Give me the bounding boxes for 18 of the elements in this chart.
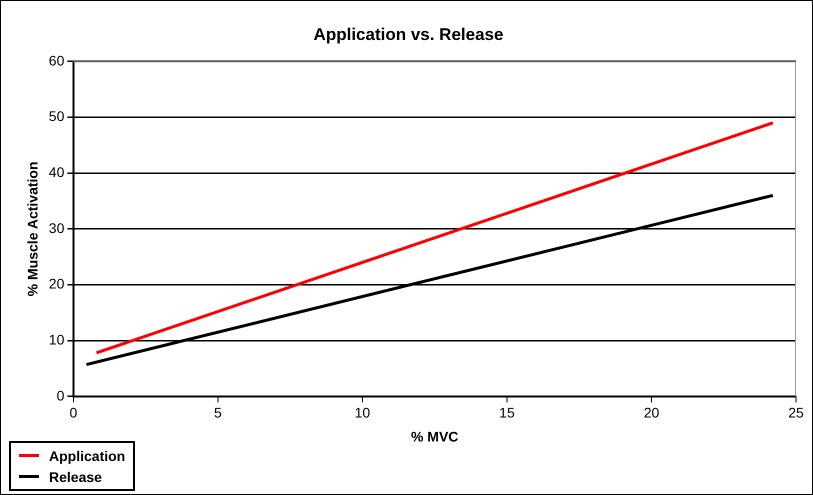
legend-label: Application [49,448,126,464]
y-tick-label: 20 [48,276,65,292]
y-axis-title: % Muscle Activation [24,161,40,296]
x-tick-label: 20 [644,404,660,421]
x-tick-label: 15 [499,404,515,421]
x-tick-label: 0 [69,404,78,421]
y-tick-label: 60 [48,52,65,68]
y-tick-label: 0 [56,387,65,404]
chart-title: Application vs. Release [314,24,504,44]
y-tick-label: 40 [48,164,65,180]
y-tick-label: 50 [48,108,65,124]
y-tick-label: 30 [48,220,65,236]
y-tick-label: 10 [48,331,65,348]
x-tick-label: 10 [354,404,370,421]
x-tick-label: 25 [788,404,804,421]
x-tick-label: 5 [214,404,222,421]
legend-label: Release [49,468,102,484]
x-axis-title: % MVC [410,428,458,444]
